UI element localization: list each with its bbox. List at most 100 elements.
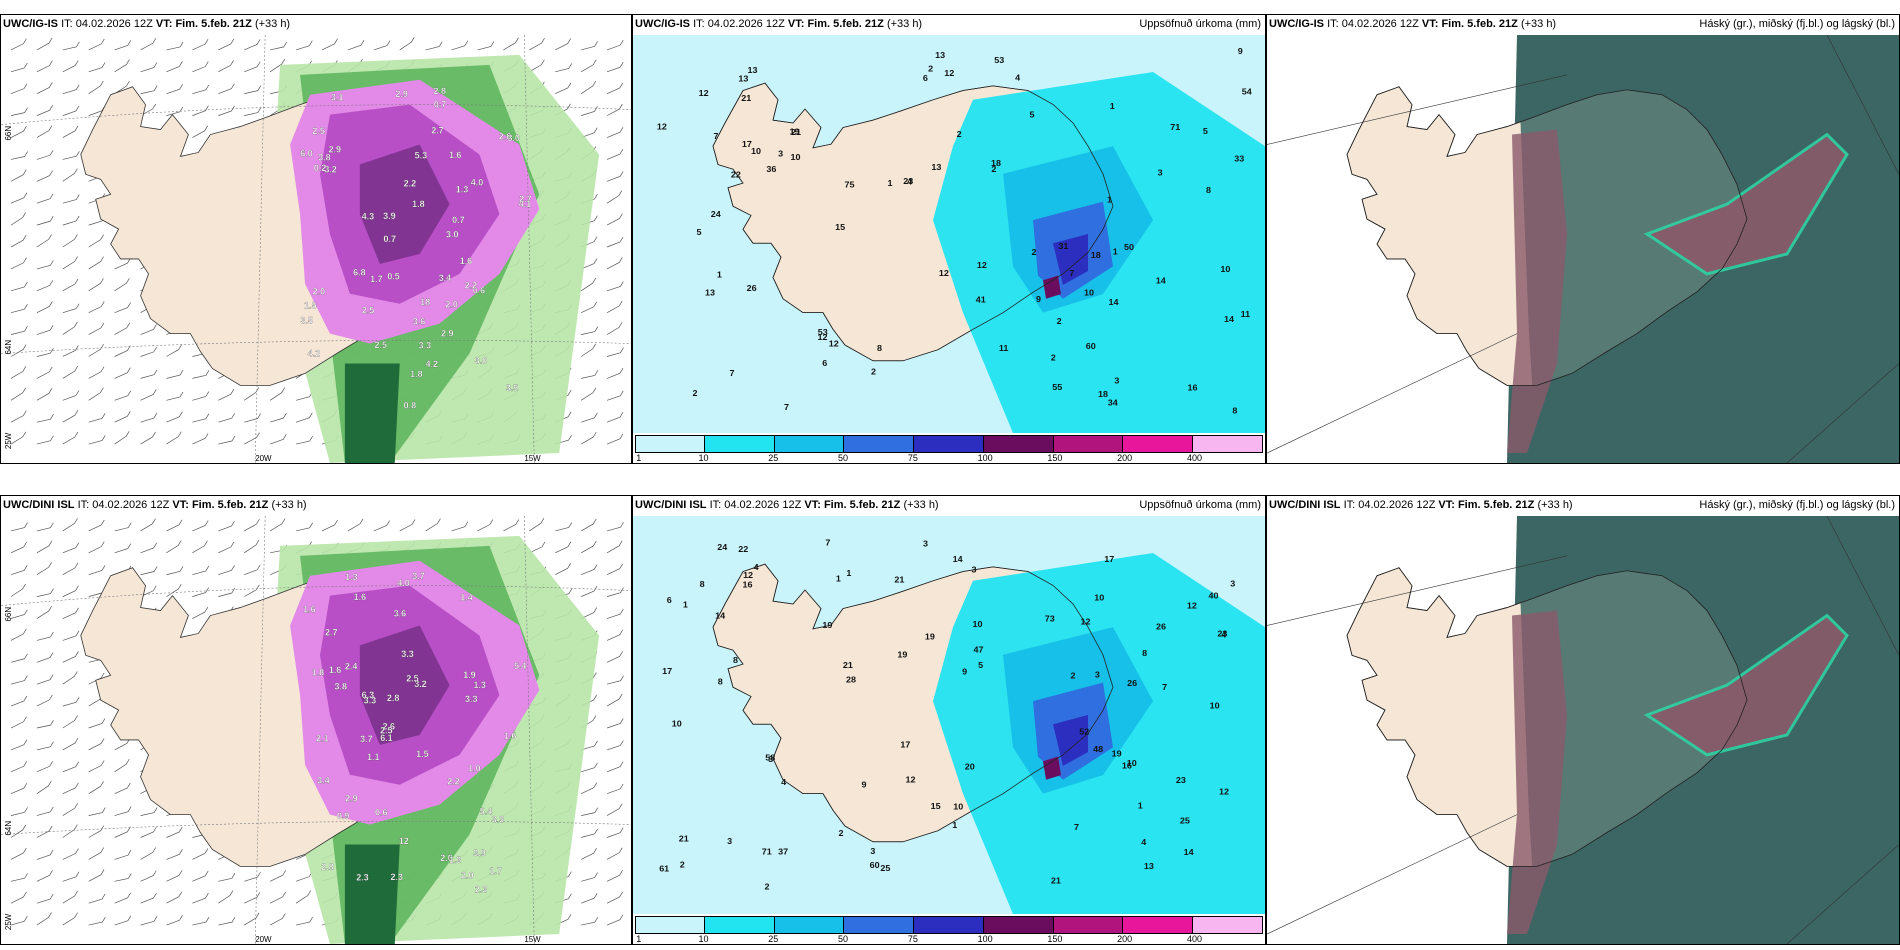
value-label: 3.4 (439, 273, 451, 283)
colorbar-tick: 400 (1186, 453, 1202, 463)
value-label: 1.8 (312, 667, 324, 677)
value-label: 2.9 (345, 794, 357, 804)
value-label: 26 (1127, 678, 1137, 688)
cloud-map (1267, 35, 1899, 463)
value-label: 4 (1221, 630, 1226, 640)
value-label: 3 (778, 149, 783, 159)
value-label: 12 (1219, 787, 1229, 797)
value-label: 0.6 (473, 286, 485, 296)
value-label: 1.3 (449, 855, 461, 865)
value-label: 8 (718, 677, 723, 687)
value-label: 3 (727, 836, 732, 846)
value-label: 10 (672, 719, 682, 729)
value-label: 10 (1127, 758, 1137, 768)
value-label: 19 (1112, 749, 1122, 759)
value-label: 16 (1122, 761, 1132, 771)
value-label: 24 (717, 542, 727, 552)
value-label: 6.8 (353, 268, 365, 278)
value-label: 2.0 (445, 300, 457, 310)
value-label: 13 (738, 74, 748, 84)
value-label: 3.8 (335, 682, 347, 692)
value-label: 12 (743, 570, 753, 580)
value-label: 2 (991, 164, 996, 174)
colorbar-frame (635, 916, 1263, 934)
value-label: 53 (818, 328, 828, 338)
value-label: 9 (1036, 294, 1041, 304)
value-label: 1.3 (345, 572, 357, 582)
value-label: 20 (965, 762, 975, 772)
value-label: 52 (1079, 727, 1089, 737)
coastline (712, 82, 1114, 362)
value-label: 2.3 (475, 885, 487, 895)
value-label: 21 (791, 127, 801, 137)
precip-band-100 (1043, 756, 1061, 780)
colorbar-swatch (844, 916, 915, 934)
value-label: 2.3 (390, 872, 402, 882)
colorbar-swatch (635, 916, 705, 934)
wind-map-svg: 66N 64N 25W 20W 15W 0.9 2.0 1.5 2.1 1.6 1.3 2.3 2.8 2… (1, 516, 631, 944)
value-label: 19 (897, 650, 907, 660)
value-label: 17 (1104, 554, 1114, 564)
value-label: 2.5 (312, 126, 324, 136)
colorbar-tick: 150 (1047, 453, 1063, 463)
value-label: 3.2 (414, 679, 426, 689)
value-label: 4 (907, 177, 912, 187)
value-label: 21 (679, 834, 689, 844)
value-label: 22 (731, 170, 741, 180)
cloud-low (1643, 132, 1849, 276)
colorbar-swatch (1123, 916, 1194, 934)
value-label: 5.3 (415, 151, 427, 161)
value-label: 23 (1217, 629, 1227, 639)
value-label: 16 (743, 580, 753, 590)
value-label: 3.9 (473, 848, 485, 858)
value-label: 1 (888, 178, 893, 188)
value-label: 4.1 (519, 199, 531, 209)
value-label: 3 (923, 539, 928, 549)
value-label: 3.3 (465, 694, 477, 704)
value-label: 3.1 (331, 93, 343, 103)
value-label: 21 (1051, 876, 1061, 886)
value-label: 18 (991, 158, 1001, 168)
value-label: 13 (748, 65, 758, 75)
colorbar-swatch (704, 435, 775, 453)
value-label: 2.5 (406, 674, 418, 684)
value-label: 17 (662, 666, 672, 676)
value-label: 1 (846, 568, 851, 578)
value-label: 10 (790, 152, 800, 162)
value-label: 2 (839, 828, 844, 838)
colorbar-tick: 400 (1186, 934, 1202, 944)
value-label: 0.8 (404, 400, 416, 410)
value-label: 2 (1071, 671, 1076, 681)
value-label: 3.6 (394, 609, 406, 619)
value-label: 1.7 (370, 274, 382, 284)
colorbar-tick: 100 (977, 453, 993, 463)
precip-colorbar: 1 10 25 50 75 100 150 200 400 (635, 916, 1263, 944)
value-label: 1.5 (416, 749, 428, 759)
value-label: 12 (829, 339, 839, 349)
value-label: 9 (1238, 46, 1243, 56)
precip-band-75 (1053, 715, 1088, 766)
value-label: 16 (1187, 383, 1197, 393)
panel-title: UWC/DINI ISL IT: 04.02.2026 12Z VT: Fim.… (1269, 499, 1573, 511)
value-label: 73 (1045, 614, 1055, 624)
value-label: 0.9 (337, 811, 349, 821)
value-label: 1 (1110, 101, 1115, 111)
value-label: 37 (778, 847, 788, 857)
value-label: 12 (817, 332, 827, 342)
value-label: 7 (1069, 269, 1074, 279)
value-label: 1.4 (460, 592, 472, 602)
panel-cloud-igis: UWC/IG-IS IT: 04.02.2026 12Z VT: Fim. 5.… (1266, 14, 1900, 464)
value-label: 3.0 (475, 356, 487, 366)
value-label: 9 (962, 667, 967, 677)
value-label: 3.6 (413, 316, 425, 326)
value-label: 3.0 (446, 230, 458, 240)
lat-label: 66N (4, 126, 13, 141)
value-label: 1.0 (468, 763, 480, 773)
lat-label: 25W (4, 432, 13, 449)
precip-colorbar: 1 10 25 50 75 100 150 200 400 (635, 435, 1263, 463)
graticule (1, 516, 631, 944)
value-label: 3 (1095, 670, 1100, 680)
colorbar-swatch (844, 435, 915, 453)
value-label: 9 (861, 780, 866, 790)
